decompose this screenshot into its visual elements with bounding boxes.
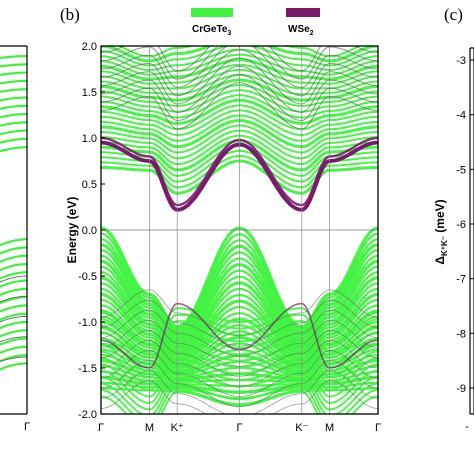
legend-swatch-wse2 bbox=[286, 8, 320, 17]
panel-c-y-tick-label: -4 bbox=[456, 110, 466, 122]
panel-a-band bbox=[0, 137, 27, 144]
panel-c-y-tick-label: -7 bbox=[456, 274, 466, 286]
panel-a-band bbox=[0, 304, 27, 313]
mixed-band bbox=[101, 370, 378, 414]
panel-a-band bbox=[0, 262, 27, 272]
panel-a-band bbox=[0, 104, 27, 110]
panel-a-band bbox=[0, 337, 27, 346]
upper-mixed-band bbox=[101, 46, 378, 88]
panel-c-y-axis: -3 -4 -5 -6 -7 -8 -9 bbox=[456, 55, 474, 395]
panel-c-y-axis-title: ΔK⁺K⁻ (meV) bbox=[433, 199, 449, 264]
panel-c-y-tick-label: -9 bbox=[456, 383, 466, 395]
y-tick-label: 0.5 bbox=[82, 179, 97, 191]
y-tick-label: 2.0 bbox=[82, 41, 97, 53]
x-tick-label: M bbox=[145, 422, 154, 434]
panel-a-band bbox=[0, 356, 27, 362]
crgete3-conduction-band bbox=[117, 46, 362, 58]
panel-a-band bbox=[0, 146, 27, 153]
legend-swatch-crgete3 bbox=[191, 8, 233, 17]
panel-a-band bbox=[0, 316, 27, 323]
panel-c-y-tick-label: -8 bbox=[456, 328, 466, 340]
panel-b-y-axis-title: Energy (eV) bbox=[65, 197, 79, 264]
panel-a-x-tick-label: Γ bbox=[24, 421, 30, 433]
panel-a-band bbox=[0, 96, 27, 102]
x-tick-label: Γ bbox=[375, 422, 381, 434]
panel-a-band bbox=[0, 121, 27, 127]
panel-a-band bbox=[0, 271, 27, 280]
panel-a-band bbox=[0, 354, 27, 363]
panel-c: (c) -3 -4 -5 -6 -7 -8 -9 - ΔK⁺K⁻ (meV) bbox=[433, 5, 474, 433]
panel-a-band bbox=[0, 279, 27, 288]
y-tick-label: -1.0 bbox=[78, 317, 97, 329]
panel-a-band bbox=[0, 129, 27, 136]
panel-a-band bbox=[0, 246, 27, 255]
panel-b-x-axis: Γ M K⁺ Γ K⁻ M Γ bbox=[98, 422, 381, 434]
y-tick-label: -1.5 bbox=[78, 363, 97, 375]
panel-a-band bbox=[0, 238, 27, 247]
upper-mixed-band bbox=[101, 46, 378, 80]
x-tick-label: Γ bbox=[98, 422, 104, 434]
panel-a-band bbox=[0, 329, 27, 338]
y-tick-label: 1.5 bbox=[82, 87, 97, 99]
panel-a-bands bbox=[0, 55, 27, 371]
crgete3-conduction-band bbox=[101, 46, 378, 63]
x-tick-label: M bbox=[325, 422, 334, 434]
panel-a-band bbox=[0, 320, 27, 330]
panel-a-band bbox=[0, 336, 27, 343]
panel-a-band bbox=[0, 296, 27, 305]
panel-c-label: (c) bbox=[444, 5, 463, 24]
panel-a-band bbox=[0, 55, 27, 60]
panel-b: (b) CrGeTe3 WSe2 -2.0 -1.5 -1.0 -0.5 0.0 0.5 1… bbox=[60, 5, 381, 434]
x-tick-label: K⁺ bbox=[171, 422, 184, 434]
mixed-band bbox=[101, 380, 378, 414]
x-tick-label: K⁻ bbox=[295, 422, 308, 434]
panel-b-label: (b) bbox=[60, 5, 80, 24]
crgete3-conduction-band bbox=[101, 46, 378, 67]
panel-a-band bbox=[0, 88, 27, 93]
y-tick-label: -0.5 bbox=[78, 271, 97, 283]
y-tick-label: 1.0 bbox=[82, 133, 97, 145]
legend-label-crgete3: CrGeTe3 bbox=[192, 24, 231, 37]
panel-a-band bbox=[0, 71, 27, 77]
y-tick-label: -2.0 bbox=[78, 409, 97, 421]
panel-a: Γ bbox=[0, 45, 30, 433]
panel-a-band bbox=[0, 275, 27, 283]
legend-label-wse2: WSe2 bbox=[288, 24, 314, 37]
panel-c-y-tick-label: -3 bbox=[456, 55, 466, 67]
panel-c-x-tick-label-partial: - bbox=[465, 421, 469, 433]
panel-a-band bbox=[0, 79, 27, 85]
panel-a-band bbox=[0, 287, 27, 297]
panel-b-y-axis: -2.0 -1.5 -1.0 -0.5 0.0 0.5 1.0 1.5 2.0 bbox=[78, 41, 105, 421]
panel-a-band bbox=[0, 63, 27, 68]
x-tick-label: Γ bbox=[236, 422, 242, 434]
y-tick-label: 0.0 bbox=[82, 225, 97, 237]
panel-a-band bbox=[0, 113, 27, 119]
panel-c-y-tick-label: -5 bbox=[456, 164, 466, 176]
panel-a-band bbox=[0, 295, 27, 303]
panel-a-band bbox=[0, 312, 27, 321]
panel-c-y-tick-label: -6 bbox=[456, 219, 466, 231]
panel-a-band bbox=[0, 362, 27, 371]
panel-a-band bbox=[0, 254, 27, 263]
legend: CrGeTe3 WSe2 bbox=[191, 8, 320, 37]
panel-a-band bbox=[0, 345, 27, 355]
